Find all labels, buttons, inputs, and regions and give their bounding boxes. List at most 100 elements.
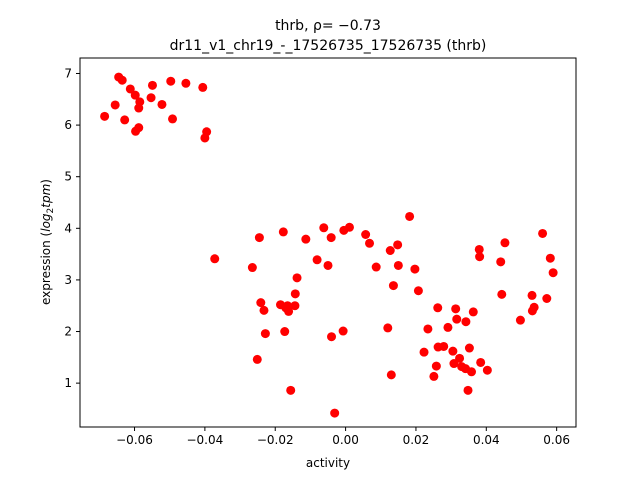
- data-point: [482, 365, 492, 375]
- data-point: [542, 294, 552, 303]
- data-point: [259, 305, 269, 315]
- data-point: [312, 255, 322, 265]
- data-point: [443, 322, 453, 332]
- data-point: [515, 315, 525, 325]
- data-point: [455, 353, 465, 363]
- data-point: [464, 343, 474, 353]
- data-point: [168, 114, 178, 124]
- data-point: [405, 211, 415, 221]
- data-point: [467, 367, 477, 377]
- x-tick-label: 0.06: [543, 433, 570, 447]
- data-point: [388, 281, 398, 291]
- data-point: [338, 326, 348, 336]
- data-point: [330, 408, 340, 418]
- x-tick-label: −0.02: [257, 433, 294, 447]
- x-tick-label: −0.06: [116, 433, 153, 447]
- data-point: [202, 127, 212, 137]
- data-point: [147, 80, 157, 90]
- data-point: [326, 233, 336, 243]
- data-point: [120, 115, 130, 125]
- data-point: [290, 289, 300, 299]
- y-tick-label: 3: [64, 273, 72, 287]
- data-point: [496, 257, 506, 267]
- x-tick-label: 0.02: [403, 433, 430, 447]
- data-point: [284, 306, 294, 316]
- y-axis-label-tpm: tpm: [39, 184, 53, 208]
- data-point: [327, 332, 337, 342]
- data-point: [278, 227, 288, 237]
- y-axis-label: expression (log2tpm): [39, 179, 56, 305]
- data-point: [413, 286, 423, 296]
- data-point: [529, 302, 539, 312]
- y-axis-label-log: log: [39, 213, 53, 232]
- data-point: [385, 246, 395, 255]
- data-point: [439, 341, 449, 351]
- y-axis-ticks: 1 2 3 4 5 6 7: [64, 66, 80, 390]
- data-point: [256, 298, 266, 308]
- data-point: [365, 238, 375, 248]
- data-point: [429, 371, 439, 381]
- x-axis-label: activity: [306, 456, 350, 470]
- data-point: [463, 385, 473, 395]
- data-point: [100, 111, 110, 121]
- data-point: [383, 323, 393, 333]
- data-point: [280, 327, 290, 337]
- data-point: [301, 234, 311, 244]
- y-axis-label-prefix: expression (: [39, 232, 53, 305]
- data-point: [252, 354, 262, 364]
- data-point: [286, 385, 296, 395]
- data-point: [448, 346, 458, 356]
- axes-frame: [79, 57, 577, 428]
- data-point: [254, 233, 264, 243]
- data-point: [110, 100, 120, 110]
- data-point: [538, 228, 548, 238]
- data-point: [157, 99, 167, 109]
- data-point: [125, 84, 135, 94]
- data-point: [166, 76, 176, 86]
- data-point: [475, 252, 485, 262]
- data-point: [319, 223, 329, 233]
- data-point: [451, 304, 461, 314]
- data-point: [393, 260, 403, 270]
- data-point: [181, 78, 191, 88]
- y-axis-label-suffix: ): [39, 179, 53, 184]
- data-point: [323, 260, 333, 270]
- y-tick-label: 6: [64, 118, 72, 132]
- data-point: [468, 307, 478, 317]
- data-point: [419, 347, 429, 357]
- data-point: [433, 303, 443, 313]
- data-point: [431, 361, 441, 371]
- data-point: [117, 75, 127, 85]
- data-point: [198, 82, 208, 92]
- data-point: [410, 264, 420, 274]
- y-tick-label: 7: [64, 66, 72, 80]
- data-point: [474, 244, 484, 254]
- scatter-points: [100, 72, 558, 418]
- data-point: [344, 222, 354, 232]
- data-point: [260, 329, 270, 339]
- data-point: [210, 254, 220, 264]
- chart-title-sub: dr11_v1_chr19_-_17526735_17526735 (thrb): [170, 38, 487, 54]
- data-point: [476, 357, 486, 367]
- data-point: [545, 253, 555, 263]
- chart-title-main: thrb, ρ= −0.73: [275, 18, 381, 34]
- data-point: [393, 240, 403, 250]
- data-point: [135, 97, 145, 107]
- data-point: [361, 230, 371, 239]
- data-point: [292, 273, 302, 283]
- data-point: [386, 370, 396, 380]
- x-tick-label: −0.04: [186, 433, 223, 447]
- data-point: [461, 317, 471, 327]
- data-point: [130, 90, 140, 100]
- x-axis-ticks: −0.06 −0.04 −0.02 0.00 0.02 0.04 0.06: [116, 427, 570, 447]
- data-point: [134, 123, 144, 133]
- data-point: [497, 289, 507, 299]
- y-tick-label: 2: [64, 325, 72, 339]
- data-point: [423, 324, 433, 334]
- y-tick-label: 4: [64, 221, 72, 235]
- x-tick-label: 0.00: [332, 433, 359, 447]
- data-point: [290, 301, 300, 311]
- x-tick-label: 0.04: [473, 433, 500, 447]
